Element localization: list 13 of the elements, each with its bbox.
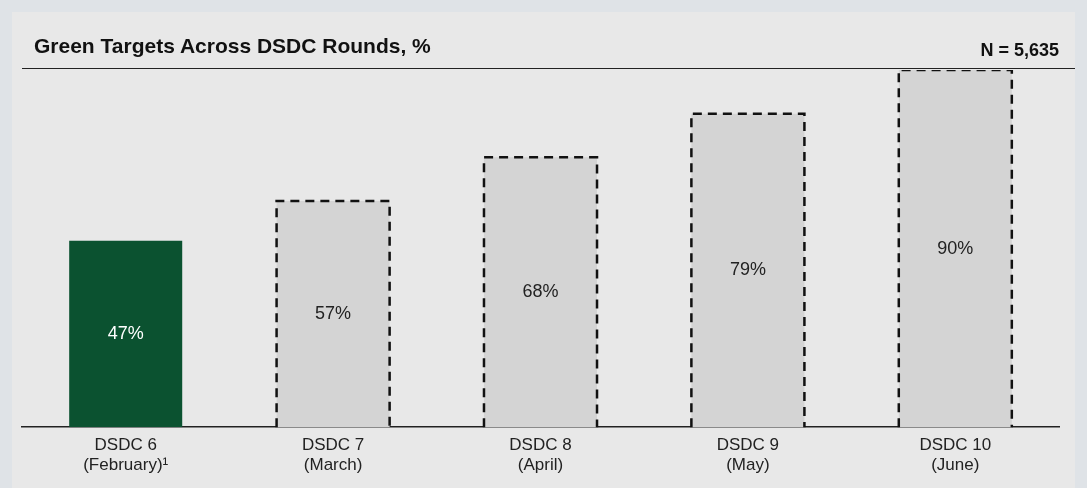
data-label: 68% (522, 281, 559, 302)
bar (69, 240, 183, 428)
x-tick-label: DSDC 6 (February)¹ (83, 435, 169, 475)
x-tick-label: DSDC 8 (April) (509, 435, 572, 475)
data-label: 79% (729, 259, 766, 280)
x-tick-label: DSDC 9 (May) (716, 435, 780, 475)
data-label: 90% (937, 237, 974, 258)
x-tick-label: DSDC 7 (March) (301, 435, 365, 475)
chart-title: Green Targets Across DSDC Rounds, % (34, 34, 431, 58)
x-tick-label: DSDC 10 (June) (919, 435, 992, 475)
text: N = 5,635 (980, 40, 1059, 61)
data-label: 47% (107, 322, 144, 343)
data-label: 57% (315, 303, 352, 324)
